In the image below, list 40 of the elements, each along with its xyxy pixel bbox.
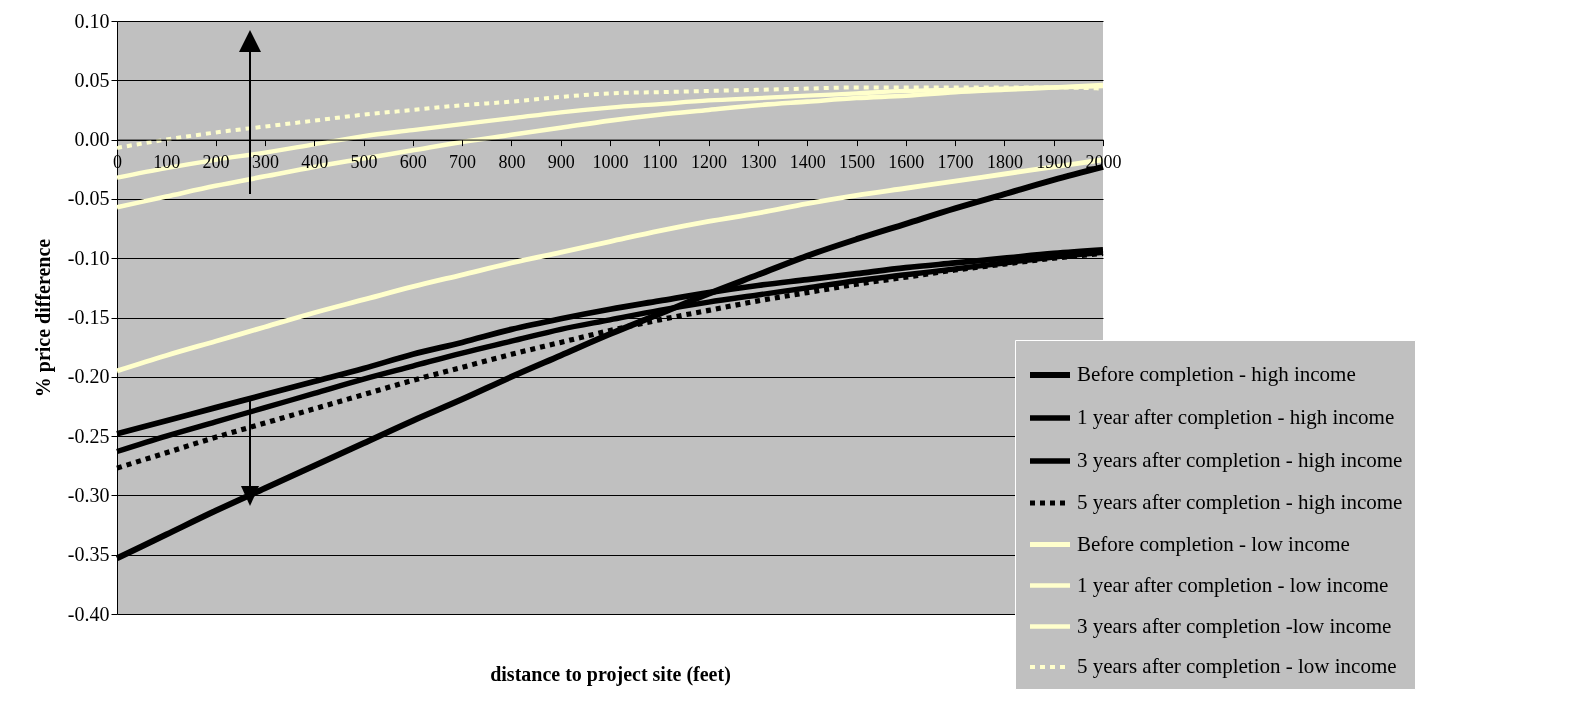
legend-label: Before completion - high income: [1077, 362, 1356, 386]
legend-label: 1 year after completion - high income: [1077, 405, 1395, 429]
x-tick-label: 1300: [740, 152, 777, 173]
legend-label: 5 years after completion - low income: [1077, 654, 1397, 678]
x-tick-label: 900: [547, 152, 575, 173]
x-tick-label: 500: [350, 152, 378, 173]
x-tick-label: 800: [498, 152, 526, 173]
y-tick-label: -0.10: [67, 246, 110, 269]
legend-label: Before completion - low income: [1077, 531, 1350, 556]
legend-label: 3 years after completion - high income: [1077, 448, 1403, 472]
y-axis-title: % price difference: [31, 238, 55, 398]
x-tick-label: 1600: [888, 152, 925, 173]
x-tick-label: 1700: [937, 152, 974, 173]
x-tick-label: 400: [301, 152, 329, 173]
x-tick-label: 300: [251, 152, 279, 173]
y-tick-label: -0.40: [67, 602, 110, 625]
y-tick-label: 0.00: [74, 128, 110, 151]
y-tick-label: -0.05: [67, 187, 110, 210]
x-tick-label: 100: [153, 152, 181, 173]
y-tick-label: -0.35: [67, 543, 110, 566]
y-tick-label: -0.15: [67, 306, 110, 328]
x-tick-label: 1800: [986, 152, 1023, 173]
y-tick-label: 0.10: [74, 9, 110, 32]
y-tick-label: -0.25: [67, 424, 110, 447]
x-tick-label: 1200: [691, 152, 728, 173]
x-tick-label: 600: [399, 152, 427, 173]
x-tick-label: 1000: [592, 152, 629, 173]
x-tick-label: 1400: [789, 152, 826, 173]
legend-label: 5 years after completion - high income: [1077, 490, 1403, 514]
x-tick-label: 1900: [1036, 152, 1073, 173]
x-tick-label: 1500: [839, 152, 875, 173]
x-axis-title: distance to project site (feet): [490, 662, 731, 686]
y-tick-label: -0.30: [67, 483, 110, 506]
y-tick-label: -0.20: [67, 365, 110, 388]
x-tick-label: 200: [202, 152, 230, 173]
y-tick-label: 0.05: [74, 68, 110, 91]
legend-label: 3 years after completion -low income: [1077, 613, 1392, 638]
x-tick-label: 1100: [642, 152, 678, 173]
x-tick-label: 700: [449, 152, 477, 173]
legend-label: 1 year after completion - low income: [1077, 572, 1389, 597]
